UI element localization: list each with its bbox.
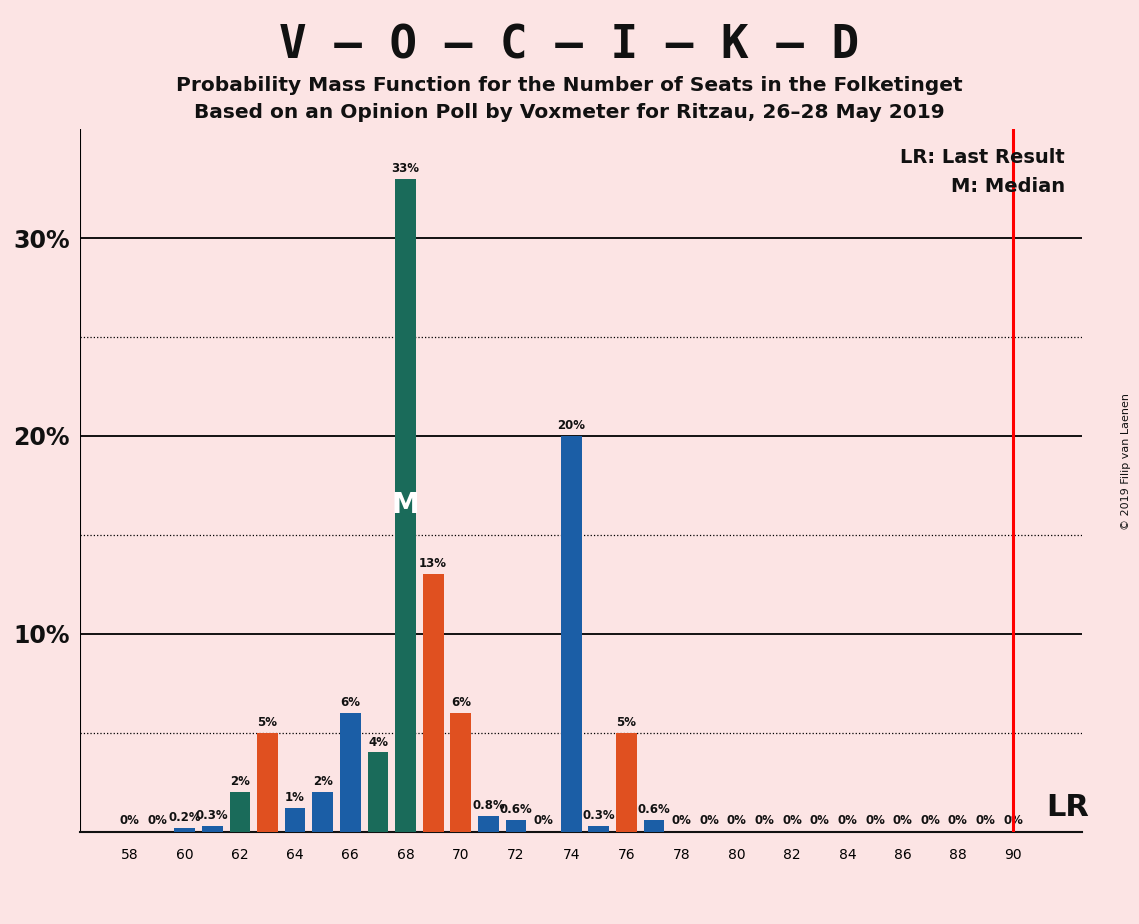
- Bar: [312, 792, 333, 832]
- Bar: [616, 733, 637, 832]
- Text: 0.3%: 0.3%: [582, 808, 615, 821]
- Bar: [285, 808, 305, 832]
- Text: 0%: 0%: [672, 814, 691, 827]
- Text: © 2019 Filip van Laenen: © 2019 Filip van Laenen: [1121, 394, 1131, 530]
- Text: 33%: 33%: [392, 162, 419, 175]
- Bar: [644, 820, 664, 832]
- Bar: [589, 826, 609, 832]
- Bar: [450, 713, 472, 832]
- Text: 0%: 0%: [699, 814, 719, 827]
- Text: 0%: 0%: [1003, 814, 1023, 827]
- Bar: [478, 816, 499, 832]
- Text: 4%: 4%: [368, 736, 388, 748]
- Text: M: Median: M: Median: [951, 177, 1065, 197]
- Text: 0.2%: 0.2%: [169, 810, 200, 823]
- Text: 0%: 0%: [810, 814, 829, 827]
- Text: 0%: 0%: [865, 814, 885, 827]
- Bar: [368, 752, 388, 832]
- Text: 0.6%: 0.6%: [638, 803, 671, 816]
- Text: 5%: 5%: [616, 716, 637, 729]
- Bar: [506, 820, 526, 832]
- Text: 1%: 1%: [285, 791, 305, 804]
- Text: 0%: 0%: [754, 814, 775, 827]
- Text: LR: LR: [1046, 793, 1089, 821]
- Bar: [339, 713, 361, 832]
- Text: 20%: 20%: [557, 419, 585, 432]
- Text: 0%: 0%: [727, 814, 747, 827]
- Text: 5%: 5%: [257, 716, 278, 729]
- Bar: [230, 792, 251, 832]
- Text: 2%: 2%: [313, 775, 333, 788]
- Text: 6%: 6%: [341, 696, 360, 709]
- Text: 2%: 2%: [230, 775, 249, 788]
- Text: 6%: 6%: [451, 696, 470, 709]
- Bar: [423, 575, 443, 832]
- Text: M: M: [392, 492, 419, 519]
- Bar: [560, 436, 582, 832]
- Bar: [257, 733, 278, 832]
- Text: 0.3%: 0.3%: [196, 808, 229, 821]
- Text: 0%: 0%: [120, 814, 139, 827]
- Bar: [395, 179, 416, 832]
- Text: 0%: 0%: [893, 814, 912, 827]
- Text: 0%: 0%: [147, 814, 167, 827]
- Bar: [174, 828, 195, 832]
- Bar: [202, 826, 222, 832]
- Text: Probability Mass Function for the Number of Seats in the Folketinget: Probability Mass Function for the Number…: [177, 76, 962, 95]
- Text: V – O – C – I – K – D: V – O – C – I – K – D: [279, 23, 860, 68]
- Text: 0%: 0%: [975, 814, 995, 827]
- Text: 13%: 13%: [419, 557, 448, 570]
- Text: 0.8%: 0.8%: [472, 799, 505, 812]
- Text: 0%: 0%: [837, 814, 858, 827]
- Text: 0%: 0%: [948, 814, 968, 827]
- Text: 0.6%: 0.6%: [500, 803, 532, 816]
- Text: 0%: 0%: [534, 814, 554, 827]
- Text: LR: Last Result: LR: Last Result: [900, 148, 1065, 167]
- Text: 0%: 0%: [920, 814, 940, 827]
- Text: Based on an Opinion Poll by Voxmeter for Ritzau, 26–28 May 2019: Based on an Opinion Poll by Voxmeter for…: [194, 103, 945, 123]
- Text: 0%: 0%: [782, 814, 802, 827]
